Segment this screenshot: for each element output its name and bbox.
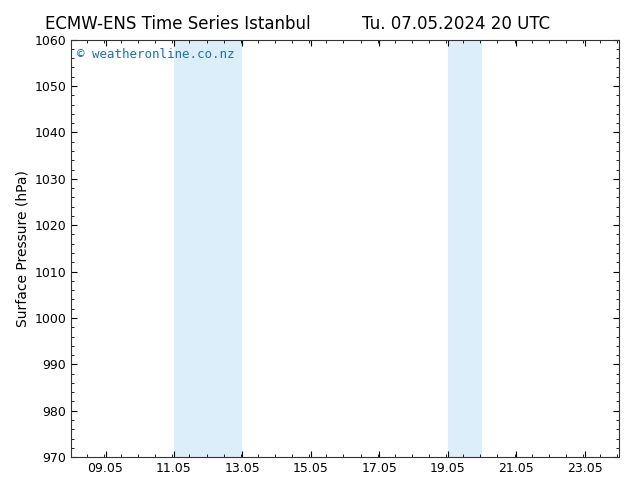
Text: © weatheronline.co.nz: © weatheronline.co.nz bbox=[77, 48, 235, 61]
Text: Tu. 07.05.2024 20 UTC: Tu. 07.05.2024 20 UTC bbox=[363, 15, 550, 33]
Y-axis label: Surface Pressure (hPa): Surface Pressure (hPa) bbox=[15, 170, 29, 327]
Bar bbox=[174, 40, 242, 457]
Bar bbox=[448, 40, 482, 457]
Text: ECMW-ENS Time Series Istanbul: ECMW-ENS Time Series Istanbul bbox=[45, 15, 310, 33]
